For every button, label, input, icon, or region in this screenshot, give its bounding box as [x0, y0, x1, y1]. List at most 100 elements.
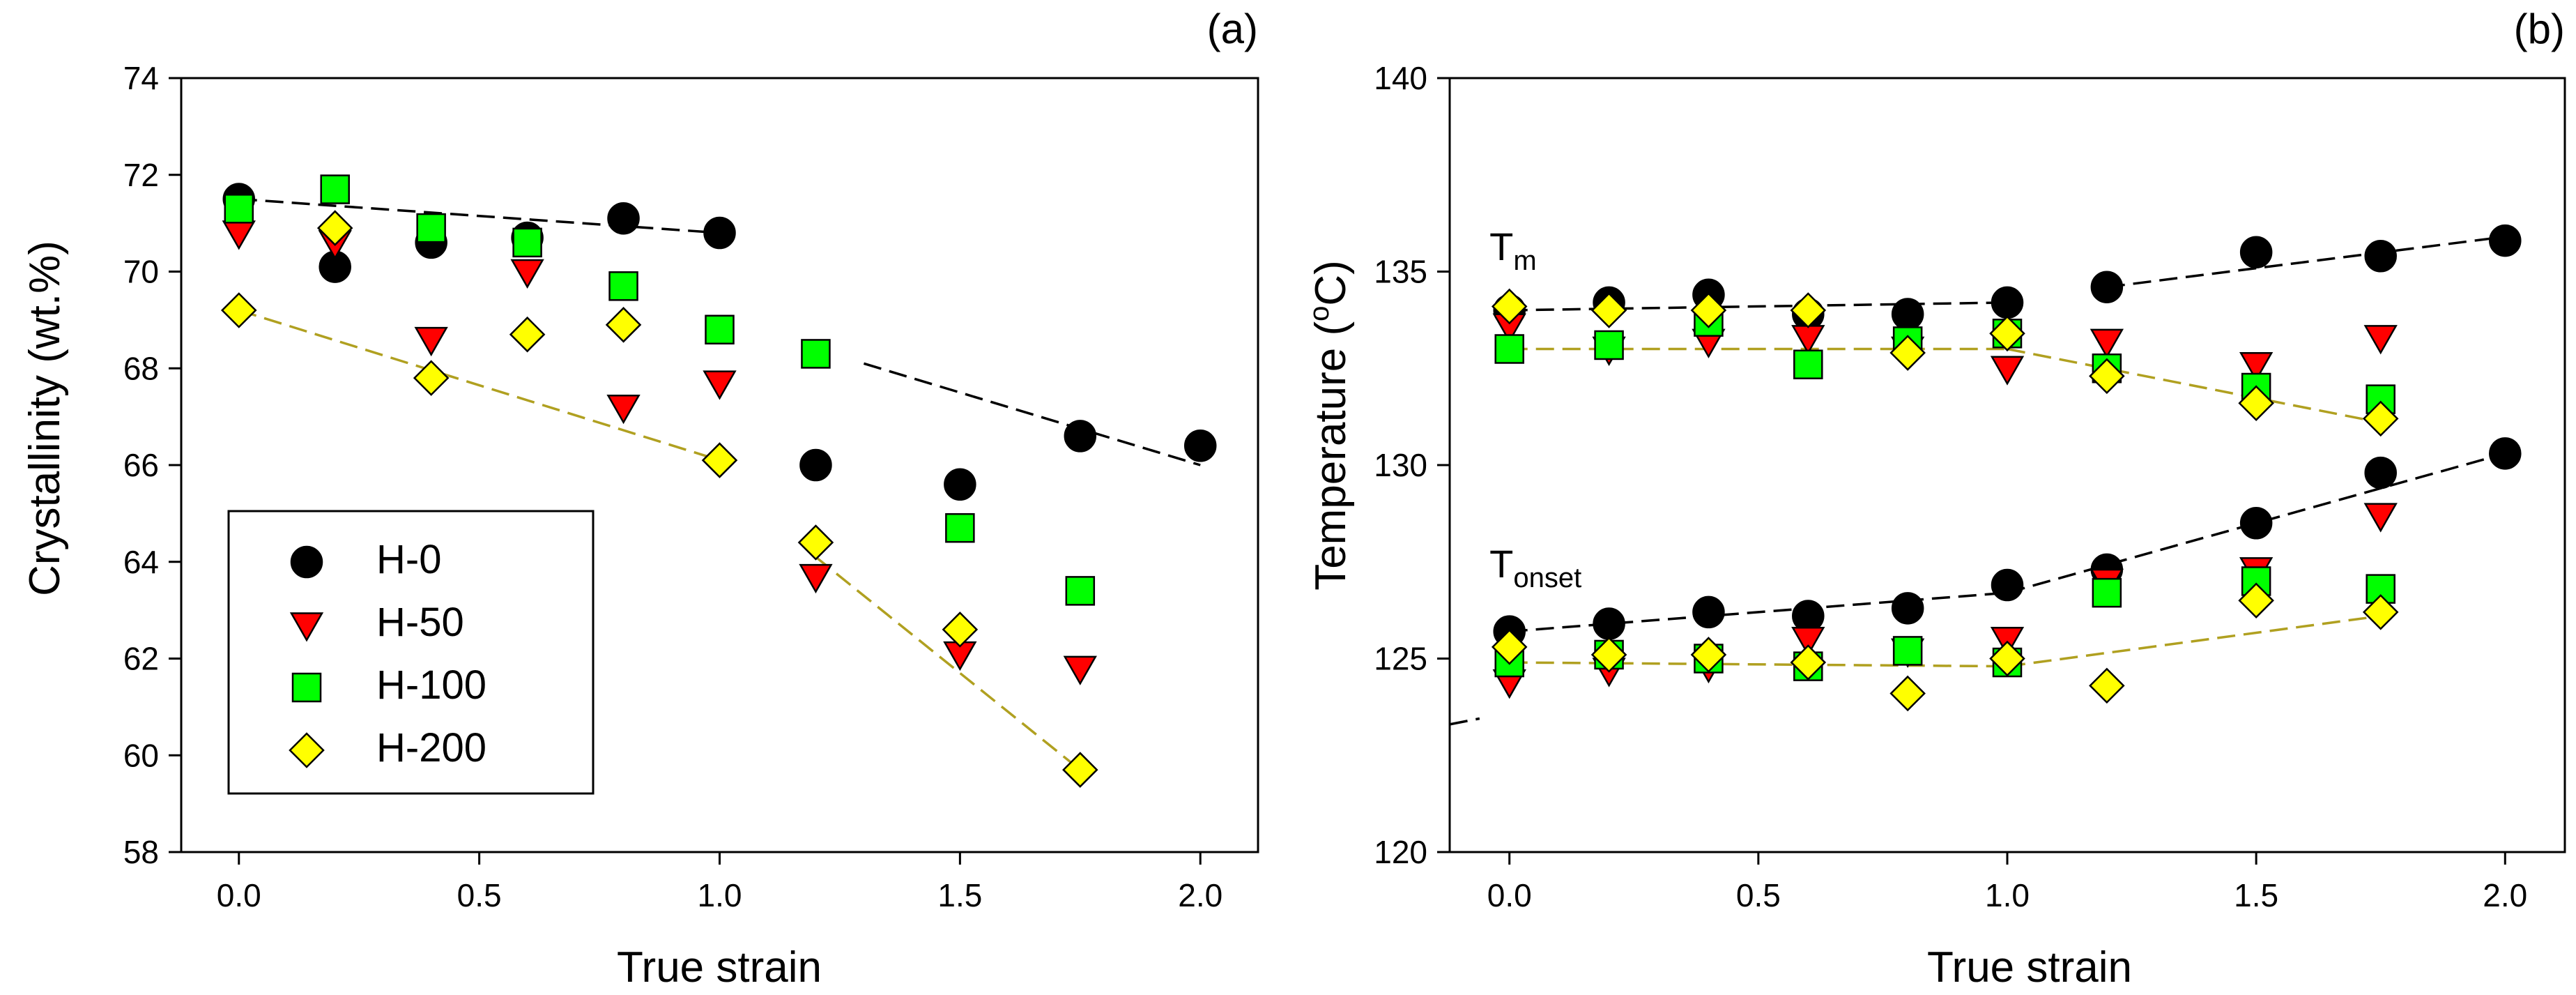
panel-label: (b): [2514, 6, 2565, 52]
trend-line: [238, 309, 721, 462]
data-point: [2092, 577, 2122, 608]
data-point: [799, 448, 832, 482]
trend-line: [2007, 614, 2381, 668]
trend-line: [1509, 661, 2008, 668]
data-point: [1183, 430, 1217, 462]
data-point: [2239, 507, 2273, 540]
data-point: [2364, 456, 2397, 489]
trend-line: [2106, 235, 2506, 289]
data-point: [224, 194, 254, 224]
x-tick-label: 0.0: [1487, 877, 1532, 913]
data-point: [1064, 420, 1097, 453]
y-tick-label: 130: [1374, 447, 1427, 483]
data-point: [1991, 568, 2024, 602]
data-point: [1491, 288, 1528, 325]
plot-frame: [1448, 77, 2566, 853]
data-point: [606, 395, 641, 425]
data-point: [1989, 315, 2025, 352]
data-point: [2364, 240, 2397, 273]
data-point: [2089, 667, 2125, 704]
y-tick-label: 62: [123, 641, 159, 677]
data-point: [1990, 356, 2025, 386]
trend-line: [1509, 301, 2008, 312]
x-tick-label: 1.5: [2234, 877, 2278, 913]
x-axis-ticks: 0.0 0.5 1.0 1.5 2.0: [217, 852, 1222, 913]
data-point: [1590, 292, 1627, 328]
data-point: [414, 326, 448, 357]
legend-symbol: [289, 612, 324, 642]
legend-box: [227, 510, 595, 795]
degree-superscript: o: [1304, 306, 1335, 321]
data-point: [1063, 655, 1097, 685]
data-point: [945, 512, 975, 543]
data-point: [1690, 292, 1727, 328]
data-point: [944, 468, 976, 501]
data-point: [942, 612, 979, 648]
data-point: [2238, 582, 2274, 619]
x-tick-label: 0.5: [457, 877, 502, 913]
annotation-tonset: Tonset: [1489, 542, 1581, 593]
legend-symbol: [291, 672, 322, 703]
data-point: [2239, 236, 2273, 268]
data-point: [605, 307, 642, 343]
x-axis-ticks: 0.0 0.5 1.0 1.5 2.0: [1487, 852, 2527, 913]
data-point: [797, 524, 834, 561]
data-point: [1692, 595, 1725, 629]
y-axis-ticks: 58 60 62 64 66 68 70 72 74: [123, 60, 181, 870]
y-tick-label: 72: [123, 157, 159, 193]
data-point: [1491, 629, 1528, 665]
y-tick-label: 66: [123, 447, 159, 483]
data-point: [1690, 637, 1727, 673]
legend-item: H-200: [289, 725, 486, 770]
legend-item: H-50: [289, 600, 464, 645]
y-axis-ticks: 120 125 130 135 140: [1374, 60, 1450, 870]
data-point: [1593, 607, 1625, 640]
data-point: [2239, 351, 2274, 382]
y-axis-title: Crystallinity (wt.%): [21, 241, 69, 596]
x-tick-label: 1.0: [1985, 877, 2030, 913]
data-point: [2489, 224, 2522, 257]
annotation-subscript: m: [1513, 245, 1536, 276]
data-point: [1891, 298, 1924, 331]
x-tick-label: 2.0: [2483, 877, 2527, 913]
x-axis-title: True strain: [1927, 943, 2132, 992]
data-point: [701, 442, 738, 478]
x-axis-title: True strain: [617, 943, 822, 992]
data-point: [703, 370, 737, 400]
y-tick-label: 140: [1374, 60, 1427, 96]
data-point: [1889, 675, 1926, 712]
data-point: [413, 360, 450, 396]
chart-panel-a: 0.0 0.5 1.0 1.5 2.0 58 60 62 64 66 68 70 72 74 (a) T…: [21, 6, 1259, 992]
legend-item: H-100: [291, 662, 486, 708]
data-point: [1594, 330, 1624, 360]
data-point: [2362, 594, 2399, 630]
data-point: [2362, 400, 2399, 437]
data-point: [1062, 752, 1098, 788]
data-point: [2363, 503, 2398, 533]
data-point: [2363, 325, 2398, 355]
y-tick-label: 74: [123, 60, 159, 96]
data-points: [1491, 224, 2522, 712]
data-point: [1889, 335, 1926, 371]
y-axis-title: Temperature (oC): [1304, 260, 1355, 591]
data-point: [1590, 637, 1627, 673]
data-point: [221, 292, 257, 328]
data-point: [1989, 640, 2025, 677]
trend-lines: [238, 197, 1201, 771]
data-point: [801, 339, 831, 369]
data-point: [222, 220, 256, 250]
trend-line: [815, 556, 1081, 771]
trend-line: [2007, 452, 2506, 594]
x-tick-label: 1.0: [698, 877, 742, 913]
legend-label: H-100: [376, 662, 486, 708]
data-point: [2489, 437, 2522, 470]
data-point: [316, 210, 353, 246]
data-point: [1494, 334, 1524, 364]
data-points: [221, 174, 1217, 788]
legend-label: H-200: [376, 725, 486, 770]
data-point: [1891, 592, 1924, 625]
data-point: [799, 563, 833, 594]
data-point: [2089, 358, 2125, 395]
data-point: [509, 316, 546, 353]
x-tick-label: 2.0: [1178, 877, 1222, 913]
